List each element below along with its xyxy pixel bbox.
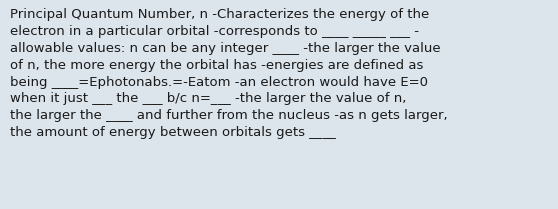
Text: Principal Quantum Number, n -Characterizes the energy of the
electron in a parti: Principal Quantum Number, n -Characteriz… (10, 8, 448, 139)
